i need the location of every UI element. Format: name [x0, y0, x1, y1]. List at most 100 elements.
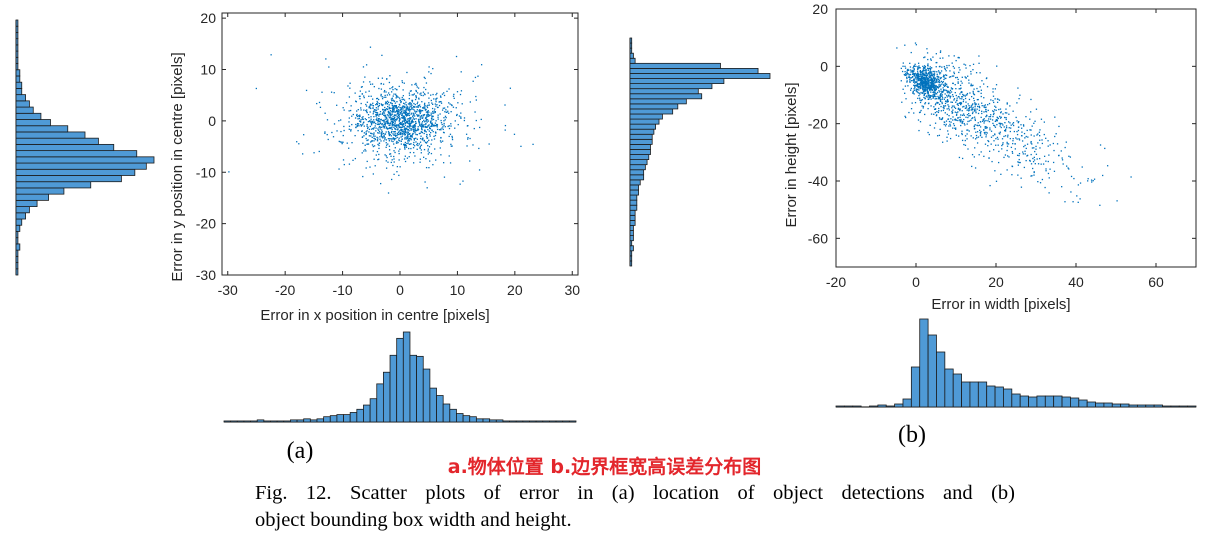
scatter-a-point: [376, 114, 378, 116]
scatter-a-point: [440, 100, 442, 103]
scatter-b-point: [904, 44, 906, 46]
scatter-b-point: [998, 122, 1001, 125]
scatter-b-point: [1035, 145, 1037, 148]
scatter-a-point: [366, 101, 369, 103]
hist-bar: [894, 403, 904, 408]
scatter-a-point: [405, 109, 407, 111]
scatter-b-point: [995, 109, 997, 111]
scatter-a-point: [382, 83, 385, 85]
scatter-a-point: [457, 123, 459, 126]
scatter-b-point: [957, 81, 959, 83]
scatter-b-point: [1012, 140, 1014, 142]
scatter-a-point: [425, 158, 427, 160]
scatter-b-point: [920, 71, 922, 73]
scatter-b-point: [922, 78, 924, 80]
scatter-a-point: [422, 116, 424, 118]
scatter-a-point: [369, 121, 372, 123]
scatter-a-point: [403, 144, 406, 147]
scatter-a-point: [378, 126, 380, 129]
scatter-a-point: [412, 129, 414, 131]
scatter-b-point: [915, 88, 917, 90]
scatter-a-point: [509, 87, 512, 89]
scatter-a-point: [429, 122, 432, 124]
hist-bar: [1153, 404, 1163, 408]
scatter-a-point: [387, 122, 389, 125]
scatter-a-point: [417, 101, 419, 103]
scatter-b-point: [1099, 144, 1102, 146]
scatter-a-point: [385, 120, 387, 123]
scatter-a-point: [391, 102, 393, 105]
hist-bar: [562, 420, 570, 423]
scatter-a-point: [392, 88, 394, 91]
scatter-a-point: [407, 109, 409, 111]
scatter-a-point: [368, 95, 370, 97]
scatter-a-point: [388, 134, 390, 136]
scatter-a-point: [420, 135, 422, 137]
scatter-a-point: [408, 127, 411, 129]
scatter-a-point: [383, 96, 385, 98]
scatter-a-point: [430, 94, 432, 96]
hist-bar: [629, 73, 771, 79]
scatter-b-point: [909, 77, 911, 79]
scatter-a-point: [387, 101, 390, 104]
scatter-b-point: [920, 83, 923, 85]
scatter-a-point: [432, 118, 435, 121]
scatter-b-point: [942, 141, 944, 143]
scatter-a-point: [398, 113, 400, 116]
scatter-b-point: [994, 126, 997, 128]
scatter-b-point: [928, 133, 930, 136]
scatter-a-point: [403, 112, 405, 114]
scatter-a-point: [441, 93, 444, 95]
scatter-a-point: [433, 112, 435, 114]
scatter-a-point: [444, 111, 446, 113]
scatter-a-point: [520, 145, 522, 148]
scatter-a-point: [397, 141, 399, 144]
hist-bar: [462, 415, 471, 423]
scatter-a-point: [413, 93, 416, 95]
scatter-b-point: [972, 106, 974, 109]
scatter-b-point: [962, 120, 964, 123]
scatter-b-point: [921, 82, 923, 84]
scatter-b-point: [961, 114, 964, 116]
scatter-b-point: [943, 107, 945, 110]
scatter-a-point: [326, 119, 329, 121]
scatter-b-point: [1033, 147, 1035, 149]
scatter-a-point: [429, 114, 431, 116]
scatter-b-point: [987, 109, 989, 112]
hist-bar: [15, 237, 19, 245]
scatter-a-point: [448, 155, 450, 157]
scatter-b-point: [931, 85, 933, 87]
scatter-b-point: [1030, 111, 1032, 113]
scatter-b-point: [948, 95, 950, 97]
scatter-a-point: [458, 115, 461, 117]
scatter-b-point: [929, 76, 931, 79]
scatter-a-point: [395, 114, 397, 116]
scatter-b-point: [976, 131, 979, 133]
scatter-a-point: [364, 76, 366, 78]
hist-bar: [629, 214, 636, 221]
scatter-a-point: [373, 132, 375, 134]
scatter-a-point: [387, 138, 390, 140]
scatter-b-point: [974, 103, 976, 105]
hist-bar: [243, 420, 251, 423]
hist-bar: [15, 162, 147, 170]
scatter-a-point: [378, 130, 381, 133]
scatter-a-point: [361, 86, 363, 88]
scatter-a-point: [415, 89, 417, 92]
scatter-b-point: [1000, 122, 1002, 125]
hist-bar: [250, 420, 258, 423]
scatter-a-point: [385, 91, 387, 93]
scatter-a-point: [367, 126, 369, 128]
scatter-a-point: [432, 103, 434, 105]
scatter-b-point: [999, 115, 1001, 118]
scatter-a-point: [360, 125, 363, 127]
scatter-a-point: [382, 111, 385, 113]
scatter-a-point: [414, 129, 416, 132]
scatter-a-point: [383, 127, 385, 129]
scatter-b-point: [935, 114, 938, 117]
scatter-a-point: [374, 135, 376, 137]
scatter-a-point: [419, 118, 421, 120]
scatter-a-point: [365, 109, 367, 112]
scatter-a-point: [396, 132, 398, 135]
scatter-a-point: [356, 113, 358, 116]
